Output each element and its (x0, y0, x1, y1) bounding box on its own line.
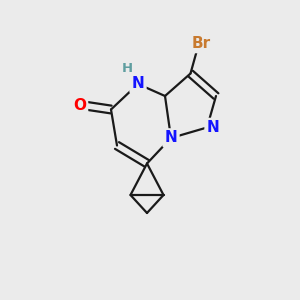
Text: H: H (122, 62, 133, 75)
Text: N: N (207, 120, 219, 135)
Text: Br: Br (191, 36, 211, 51)
Text: N: N (165, 130, 177, 146)
Text: O: O (73, 98, 86, 112)
Text: N: N (132, 76, 144, 92)
